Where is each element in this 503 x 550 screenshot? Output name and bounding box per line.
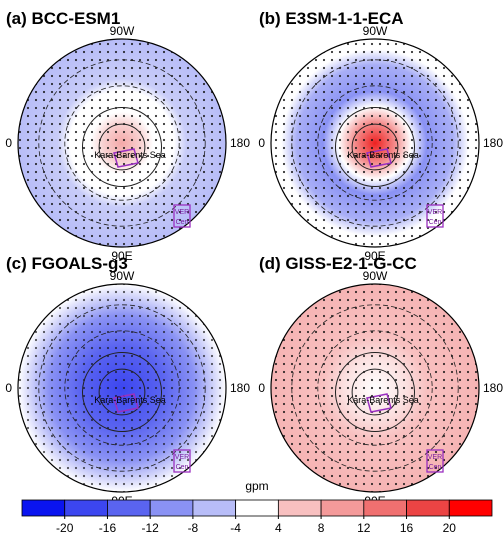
- colorbar-tick-label: 16: [400, 521, 414, 535]
- colorbar-cell: [277, 499, 322, 517]
- region-label: Kara-Barents Sea: [347, 150, 419, 160]
- lon-label: 0: [5, 136, 12, 150]
- contour: [317, 85, 433, 201]
- colorbar-tick-label: 20: [443, 521, 457, 535]
- panel-title: (b) E3SM-1-1-ECA: [259, 9, 404, 28]
- contour: [81, 106, 163, 188]
- lon-label: 90E: [111, 249, 132, 263]
- box-label: VER: [428, 209, 442, 216]
- colorbar-tick-label: 8: [318, 521, 325, 535]
- region-box: [173, 449, 191, 473]
- region-label: Kara-Barents Sea: [94, 395, 166, 405]
- colorbar-tick-label: 4: [275, 521, 282, 535]
- box-label: VER: [428, 454, 442, 461]
- contour: [291, 59, 459, 227]
- colorbar-tick-label: -12: [142, 521, 160, 535]
- lon-label: 180: [230, 136, 250, 150]
- map-border: [270, 283, 480, 493]
- colorbar-cell: [149, 499, 194, 517]
- colorbar-cell: [107, 499, 151, 517]
- box-label: Cen: [176, 464, 189, 471]
- lon-label: 90W: [110, 24, 135, 38]
- region-box: [173, 204, 191, 228]
- lon-label: 0: [258, 136, 265, 150]
- contour: [38, 59, 206, 227]
- map-border: [17, 38, 227, 248]
- lon-label: 0: [5, 381, 12, 395]
- contour: [291, 304, 459, 472]
- colorbar-cell: [363, 499, 407, 517]
- box-label: Cen: [176, 219, 189, 226]
- map-border: [17, 283, 227, 493]
- box-label: VER: [175, 209, 189, 216]
- contour: [351, 123, 399, 171]
- region-label: Kara-Barents Sea: [347, 395, 419, 405]
- region-box: [426, 204, 444, 228]
- map-border: [270, 38, 480, 248]
- contour: [334, 106, 416, 188]
- lon-label: 90W: [363, 269, 388, 283]
- contour: [98, 123, 146, 171]
- panel-title: (a) BCC-ESM1: [6, 9, 120, 28]
- colorbar-cell: [406, 499, 450, 517]
- box-label: VER: [175, 454, 189, 461]
- contour: [81, 351, 163, 433]
- lon-label: 180: [483, 136, 503, 150]
- colorbar-cell: [192, 499, 237, 517]
- colorbar-tick-label: -16: [99, 521, 117, 535]
- box-label: Cen: [429, 219, 442, 226]
- region-box: [426, 449, 444, 473]
- colorbar-tick-label: -8: [188, 521, 199, 535]
- panel-title: (d) GISS-E2-1-G-CC: [259, 254, 417, 273]
- map-panel: (d) GISS-E2-1-G-CC Kara-Barents Sea VER Cen…: [258, 254, 503, 508]
- contour: [351, 368, 399, 416]
- colorbar-tick-label: -4: [230, 521, 241, 535]
- lon-label: 90W: [110, 269, 135, 283]
- contour: [317, 330, 433, 446]
- contour: [64, 330, 180, 446]
- colorbar-cell: [21, 499, 66, 517]
- lon-label: 180: [230, 381, 250, 395]
- map-panel: (b) E3SM-1-1-ECA Kara-Barents Sea VER Cen 90…: [258, 9, 503, 263]
- region-label: Kara-Barents Sea: [94, 150, 166, 160]
- lon-label: 90E: [364, 249, 385, 263]
- region-box: [366, 393, 392, 413]
- significance-dots: [18, 284, 226, 492]
- lon-label: 180: [483, 381, 503, 395]
- colorbar-cell: [235, 499, 279, 517]
- colorbar-tick-label: -20: [56, 521, 74, 535]
- panel-title: (c) FGOALS-g3: [6, 254, 128, 273]
- contour: [38, 304, 206, 472]
- region-box: [113, 148, 139, 168]
- map-panel: (a) BCC-ESM1 Kara-Barents Sea VER Cen 90W 90E…: [5, 9, 250, 263]
- significance-dots: [271, 284, 479, 492]
- region-box: [366, 148, 392, 168]
- contour: [64, 85, 180, 201]
- colorbar-cell: [448, 499, 493, 517]
- significance-dots: [271, 39, 479, 247]
- region-box: [113, 393, 139, 413]
- lon-label: 0: [258, 381, 265, 395]
- colorbar-label: gpm: [245, 479, 268, 493]
- colorbar-tick-label: 12: [357, 521, 371, 535]
- colorbar-cell: [64, 499, 108, 517]
- colorbar-cell: [320, 499, 365, 517]
- significance-dots: [18, 39, 226, 247]
- contour: [334, 351, 416, 433]
- lon-label: 90W: [363, 24, 388, 38]
- contour: [98, 368, 146, 416]
- box-label: Cen: [429, 464, 442, 471]
